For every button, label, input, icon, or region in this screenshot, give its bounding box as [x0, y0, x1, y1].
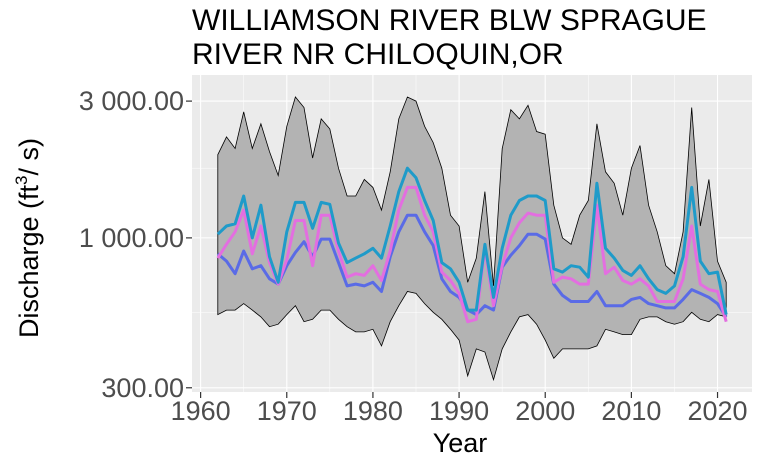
- x-tick-label: 1970: [257, 396, 317, 426]
- x-tick-label: 2000: [515, 396, 575, 426]
- y-axis-title-main: Discharge (ft: [14, 184, 44, 338]
- chart-title-line2: RIVER NR CHILOQUIN,OR: [192, 38, 564, 71]
- y-tick-label: 1 000.00: [79, 223, 184, 253]
- x-tick-label: 2020: [687, 396, 747, 426]
- low-series-line: [216, 213, 728, 318]
- y-tick-label: 300.00: [101, 373, 184, 403]
- x-axis: 1960 1970 1980 1990 2000 2010 2020: [171, 392, 748, 426]
- mean-series-line: [216, 166, 728, 315]
- y-axis-title-end: / s): [14, 138, 44, 176]
- median-series-line: [216, 185, 728, 324]
- series-lines: [216, 166, 728, 324]
- x-tick-label: 2010: [601, 396, 661, 426]
- y-axis: 300.00 1 000.00 3 000.00: [79, 86, 192, 403]
- y-axis-title: Discharge (ft3/ s): [12, 138, 44, 338]
- x-tick-label: 1990: [429, 396, 489, 426]
- x-tick-label: 1980: [343, 396, 403, 426]
- y-tick-label: 3 000.00: [79, 86, 184, 116]
- x-axis-title: Year: [433, 428, 488, 458]
- x-tick-label: 1960: [171, 396, 231, 426]
- y-axis-title-superscript: 3: [12, 175, 31, 184]
- chart-title-line1: WILLIAMSON RIVER BLW SPRAGUE: [192, 4, 707, 37]
